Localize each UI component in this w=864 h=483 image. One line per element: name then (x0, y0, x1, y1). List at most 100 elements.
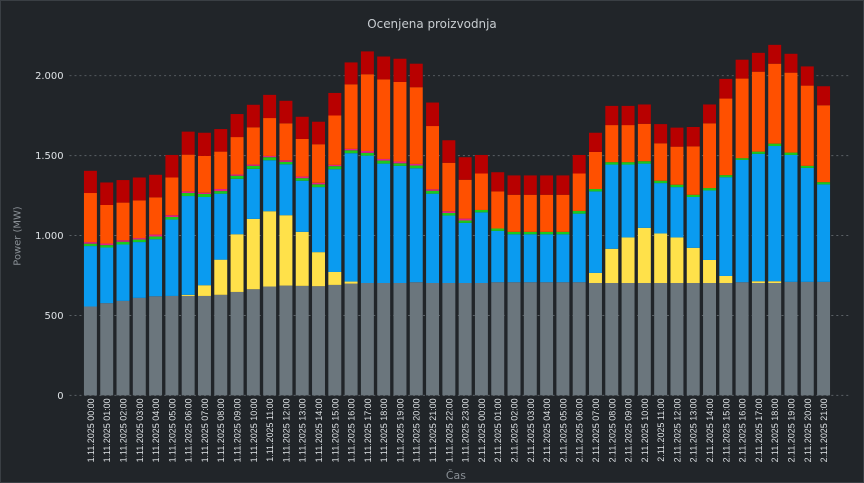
bar-segment-series-5 (589, 151, 602, 190)
bar-segment-series-5 (312, 144, 325, 183)
bar-segment-series-0 (312, 286, 325, 396)
bar-segment-series-6 (751, 52, 765, 72)
bar-segment-series-2 (621, 164, 635, 238)
bar-segment-series-4 (246, 164, 260, 166)
y-tick-label: 500 (45, 311, 64, 322)
bar-segment-series-3 (295, 178, 309, 181)
bar-segment-series-2 (409, 168, 423, 283)
bar-segment-series-6 (279, 100, 293, 124)
bar-segment-series-5 (393, 81, 407, 162)
bar-segment-series-4 (458, 218, 472, 221)
bar-stack (523, 175, 537, 396)
bar-segment-series-6 (230, 114, 244, 138)
bar-stack (637, 104, 651, 396)
bar-segment-series-1 (719, 275, 733, 283)
bar-segment-series-5 (474, 173, 488, 210)
bar-stack (605, 105, 619, 396)
bar-stack (230, 114, 244, 396)
bar-segment-series-6 (116, 180, 130, 203)
bar-segment-series-5 (523, 194, 537, 232)
x-tick-label: 2.11.2025 20:00 (803, 398, 813, 462)
bar-segment-series-1 (751, 281, 765, 283)
bar-segment-series-5 (751, 71, 765, 152)
bar-stack (116, 180, 130, 396)
y-tick-label: 2.000 (35, 71, 63, 82)
bar-stack (670, 127, 684, 396)
x-tick-label: 2.11.2025 08:00 (607, 398, 617, 462)
bar-segment-series-4 (132, 238, 146, 240)
bar-segment-series-0 (719, 282, 733, 396)
bar-stack (132, 177, 146, 396)
bar-segment-series-6 (360, 51, 374, 75)
bar-segment-series-5 (377, 79, 391, 159)
bar-segment-series-0 (426, 282, 440, 396)
bar-segment-series-4 (181, 191, 195, 194)
bar-segment-series-3 (572, 210, 586, 214)
bar-segment-series-5 (703, 123, 716, 189)
bar-segment-series-3 (703, 188, 716, 191)
bar-segment-series-2 (442, 215, 456, 283)
bar-segment-series-4 (149, 234, 163, 237)
bar-segment-series-5 (230, 137, 244, 175)
x-tick-label: 2.11.2025 13:00 (689, 398, 699, 462)
bar-segment-series-2 (637, 163, 651, 228)
bar-segment-series-3 (784, 152, 798, 155)
bar-stack (312, 121, 325, 396)
bar-segment-series-2 (100, 247, 114, 304)
bar-segment-series-0 (572, 282, 586, 396)
bar-segment-series-4 (344, 148, 358, 151)
bar-segment-series-2 (784, 154, 798, 282)
bar-segment-series-5 (572, 173, 586, 211)
bar-segment-series-6 (214, 129, 228, 152)
bar-segment-series-5 (686, 146, 700, 195)
bar-stack (800, 66, 814, 396)
bar-segment-series-3 (393, 163, 407, 166)
bar-segment-series-6 (328, 92, 342, 116)
bar-segment-series-6 (132, 177, 146, 201)
bar-stack (263, 94, 277, 396)
bar-segment-series-6 (572, 154, 586, 174)
bar-segment-series-6 (377, 56, 391, 80)
bar-segment-series-4 (393, 161, 407, 164)
bar-segment-series-5 (132, 200, 146, 239)
bar-segment-series-0 (523, 282, 537, 396)
bar-segment-series-5 (458, 179, 472, 219)
bar-segment-series-2 (83, 246, 97, 307)
bar-segment-series-2 (360, 155, 374, 283)
bar-segment-series-5 (165, 177, 179, 216)
bar-stack (556, 175, 570, 396)
bar-segment-series-5 (279, 123, 293, 161)
bar-segment-series-1 (230, 234, 244, 292)
bar-stack (409, 63, 423, 396)
x-axis-label: Čas (446, 469, 466, 482)
bar-segment-series-6 (491, 172, 505, 192)
x-tick-label: 1.11.2025 02:00 (118, 398, 128, 462)
bar-stack (295, 116, 309, 396)
bar-segment-series-1 (589, 272, 602, 283)
bar-segment-series-2 (165, 219, 179, 296)
bar-segment-series-4 (230, 174, 244, 176)
bar-segment-series-5 (442, 162, 456, 212)
bar-segment-series-2 (263, 160, 277, 212)
bar-segment-series-6 (83, 170, 97, 194)
bar-segment-series-2 (768, 146, 782, 282)
bar-stack (197, 132, 211, 396)
bar-segment-series-3 (328, 166, 342, 170)
bar-segment-series-5 (817, 105, 831, 183)
y-tick-label: 1.000 (35, 231, 63, 242)
bar-segment-series-5 (344, 84, 358, 149)
bar-segment-series-2 (279, 164, 293, 216)
x-tick-label: 1.11.2025 07:00 (200, 398, 210, 462)
bar-segment-series-3 (100, 245, 114, 248)
bar-segment-series-5 (295, 138, 309, 177)
bar-segment-series-5 (719, 98, 733, 176)
x-tick-label: 1.11.2025 16:00 (347, 398, 357, 462)
bar-segment-series-6 (458, 157, 472, 180)
bar-segment-series-3 (800, 165, 814, 168)
bar-segment-series-6 (344, 62, 358, 85)
x-tick-label: 1.11.2025 18:00 (379, 398, 389, 462)
bar-segment-series-6 (768, 44, 782, 64)
bar-stack (181, 131, 195, 396)
bar-segment-series-3 (637, 161, 651, 164)
